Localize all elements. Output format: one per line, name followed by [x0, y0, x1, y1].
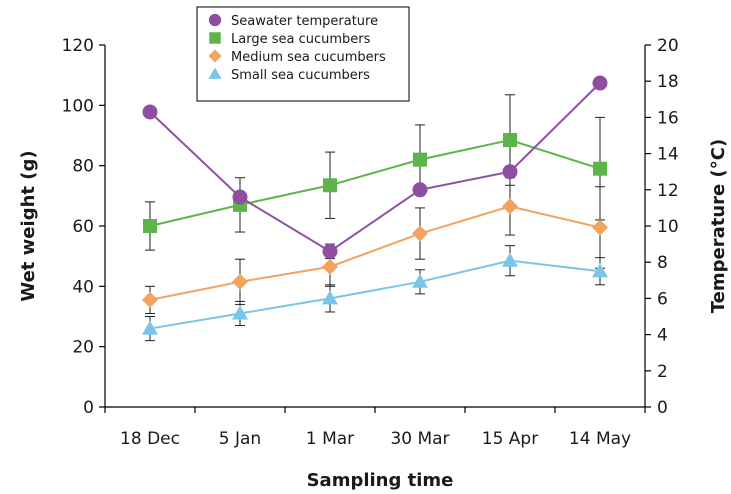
x-tick-label: 5 Jan: [219, 429, 261, 449]
y-tick-label: 0: [83, 398, 94, 418]
legend-label: Large sea cucumbers: [231, 32, 371, 47]
data-point: [592, 219, 608, 236]
data-point: [592, 263, 608, 278]
y2-tick-label: 18: [657, 72, 679, 92]
data-point: [322, 243, 338, 259]
y-tick-label: 60: [72, 217, 94, 237]
y-tick-label: 100: [62, 96, 94, 116]
series-line: [149, 138, 601, 227]
y-axis-title: Wet weight (g): [18, 150, 39, 301]
data-point: [412, 225, 428, 242]
x-tick-label: 1 Mar: [306, 429, 354, 449]
legend-item-large-sea-cucumbers: Large sea cucumbers: [209, 32, 371, 47]
data-point: [503, 133, 517, 148]
legend: Seawater temperature Large sea cucumbers M…: [196, 6, 410, 102]
x-tick-label: 18 Dec: [120, 429, 180, 449]
data-point: [322, 258, 338, 275]
y2-tick-label: 14: [657, 145, 679, 165]
x-tick-label: 15 Apr: [482, 429, 538, 449]
y-tick-label: 20: [72, 338, 94, 358]
legend-marker: [208, 67, 222, 79]
y2-tick-label: 4: [657, 326, 668, 346]
legend-marker: [208, 49, 222, 63]
x-tick-label: 30 Mar: [390, 429, 449, 449]
series-medium-sea-cucumbers: [142, 177, 608, 314]
data-point: [142, 291, 158, 308]
legend-marker: [208, 13, 222, 27]
data-point: [232, 305, 248, 320]
y-tick-label: 80: [72, 157, 94, 177]
y2-tick-label: 6: [657, 289, 668, 309]
axes: [99, 44, 651, 413]
data-point: [322, 290, 338, 305]
legend-box: [196, 6, 410, 102]
legend-item-seawater-temperature: Seawater temperature: [208, 13, 378, 29]
y2-tick-label: 16: [657, 108, 679, 128]
series-small-sea-cucumbers: [142, 245, 608, 342]
y2-tick-label: 10: [657, 217, 679, 237]
y2-tick-label: 12: [657, 181, 679, 201]
y2-axis-title: Temperature (°C): [708, 139, 729, 313]
data-point: [502, 198, 518, 215]
data-point: [592, 75, 608, 91]
data-point: [232, 189, 248, 205]
x-tick-label: 14 May: [569, 429, 631, 449]
y-tick-label: 120: [62, 36, 94, 56]
data-point: [142, 320, 158, 335]
legend-marker: [209, 32, 221, 44]
series-seawater-temperature: [142, 75, 608, 260]
series-line: [149, 82, 601, 253]
series-line: [149, 205, 601, 301]
data-point: [502, 252, 518, 267]
data-point: [413, 152, 427, 167]
data-point: [412, 182, 428, 198]
legend-item-small-sea-cucumbers: Small sea cucumbers: [208, 67, 370, 83]
data-point: [143, 219, 157, 233]
legend-item-medium-sea-cucumbers: Medium sea cucumbers: [208, 49, 386, 65]
data-point: [593, 161, 607, 176]
data-point: [323, 178, 337, 193]
x-axis-title: Sampling time: [307, 470, 454, 491]
data-point: [502, 164, 518, 180]
tick-labels: 0 20 40 60 80 100 120 0 2 4 6 8 10 12 14 16 18 20 18 Dec 5 …: [62, 36, 679, 449]
series-line: [149, 259, 601, 330]
y2-tick-label: 20: [657, 36, 679, 56]
legend-label: Medium sea cucumbers: [231, 50, 386, 65]
y-tick-label: 40: [72, 277, 94, 297]
y2-tick-label: 2: [657, 362, 668, 382]
data-point: [412, 273, 428, 288]
legend-label: Small sea cucumbers: [231, 68, 370, 83]
legend-label: Seawater temperature: [231, 14, 378, 29]
data-point: [232, 273, 248, 290]
y2-tick-label: 0: [657, 398, 668, 418]
series-layer: [142, 75, 608, 342]
data-point: [142, 104, 158, 120]
y2-tick-label: 8: [657, 253, 668, 273]
